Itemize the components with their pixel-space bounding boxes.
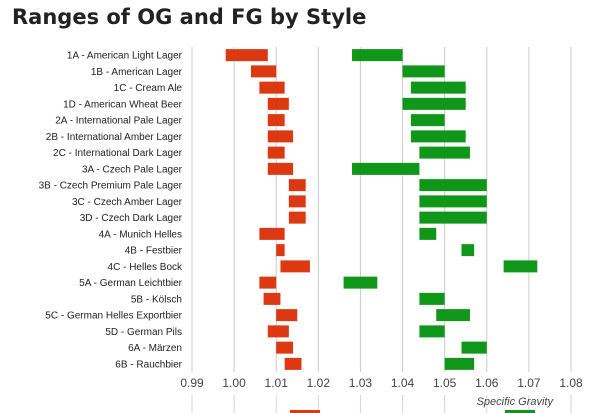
x-tick-label: 1.06 <box>475 376 499 390</box>
og-range-bar <box>259 276 277 289</box>
og-range-bar <box>267 97 289 110</box>
og-range-bar <box>280 260 310 273</box>
fg-range-bar <box>419 325 445 338</box>
fg-range-bar <box>410 81 466 94</box>
chart-title: Ranges of OG and FG by Style <box>12 5 367 29</box>
fg-range-bar <box>419 211 487 224</box>
y-tick-label: 4B - Festbier <box>125 246 183 257</box>
og-range-bar <box>267 162 294 175</box>
y-tick-label: 5D - German Pils <box>105 327 182 338</box>
og-range-bar <box>250 65 277 78</box>
y-tick-label: 4C - Helles Bock <box>108 262 183 273</box>
legend-swatch-fg <box>505 410 535 413</box>
og-range-bar <box>288 211 306 224</box>
x-tick-label: 1.05 <box>433 376 457 390</box>
fg-range-bar <box>352 162 420 175</box>
x-tick-label: 1.03 <box>349 376 373 390</box>
y-tick-label: 2B - International Amber Lager <box>46 132 183 143</box>
x-tick-label: 1.02 <box>307 376 331 390</box>
y-tick-label: 1C - Cream Ale <box>114 83 183 94</box>
y-tick-label: 3B - Czech Premium Pale Lager <box>39 181 183 192</box>
fg-range-bar <box>444 357 475 370</box>
x-axis-label: Specific Gravity <box>477 396 555 408</box>
y-tick-label: 5C - German Helles Exportbier <box>45 311 182 322</box>
og-range-bar <box>267 146 285 159</box>
y-tick-label: 6B - Rauchbier <box>115 359 182 370</box>
y-tick-label: 2A - International Pale Lager <box>55 116 182 127</box>
og-range-bar <box>288 195 306 208</box>
og-range-bar <box>276 309 298 322</box>
fg-range-bar <box>419 195 487 208</box>
og-range-bar <box>288 179 306 192</box>
fg-range-bar <box>419 227 437 240</box>
fg-range-bar <box>419 146 470 159</box>
fg-range-bar <box>461 244 475 257</box>
y-tick-label: 6A - Märzen <box>128 343 182 354</box>
og-range-bar <box>267 130 294 143</box>
og-range-bar <box>276 244 285 257</box>
fg-range-bar <box>402 65 445 78</box>
fg-range-bar <box>410 130 466 143</box>
og-range-bar <box>263 292 281 305</box>
x-tick-label: 1.08 <box>559 376 583 390</box>
og-range-bar <box>259 227 285 240</box>
og-range-bar <box>284 357 302 370</box>
fg-range-bar <box>503 260 538 273</box>
x-tick-label: 1.07 <box>517 376 541 390</box>
fg-range-bar <box>419 292 445 305</box>
og-range-bar <box>225 49 268 62</box>
y-tick-label: 3C - Czech Amber Lager <box>72 197 183 208</box>
x-tick-label: 0.99 <box>180 376 204 390</box>
y-tick-label: 3A - Czech Pale Lager <box>82 164 183 175</box>
y-tick-label: 5A - German Leichtbier <box>79 278 182 289</box>
og-range-bar <box>267 114 285 127</box>
y-tick-label: 1D - American Wheat Beer <box>63 99 183 110</box>
og-range-bar <box>276 341 294 354</box>
fg-range-bar <box>436 309 470 322</box>
y-tick-label: 3D - Czech Dark Lager <box>80 213 183 224</box>
fg-range-bar <box>402 97 466 110</box>
y-tick-label: 2C - International Dark Lager <box>53 148 183 159</box>
x-tick-label: 1.04 <box>391 376 415 390</box>
fg-range-bar <box>343 276 378 289</box>
fg-range-bar <box>419 179 487 192</box>
fg-range-bar <box>352 49 403 62</box>
x-tick-label: 1.00 <box>222 376 246 390</box>
og-range-bar <box>267 325 289 338</box>
y-tick-label: 1B - American Lager <box>91 67 183 78</box>
y-tick-label: 4A - Munich Helles <box>99 229 182 240</box>
og-range-bar <box>259 81 285 94</box>
fg-range-bar <box>461 341 487 354</box>
x-tick-label: 1.01 <box>265 376 289 390</box>
legend-swatch-og <box>290 410 320 413</box>
y-tick-label: 5B - Kölsch <box>131 294 182 305</box>
fg-range-bar <box>410 114 445 127</box>
y-tick-label: 1A - American Light Lager <box>67 51 183 62</box>
